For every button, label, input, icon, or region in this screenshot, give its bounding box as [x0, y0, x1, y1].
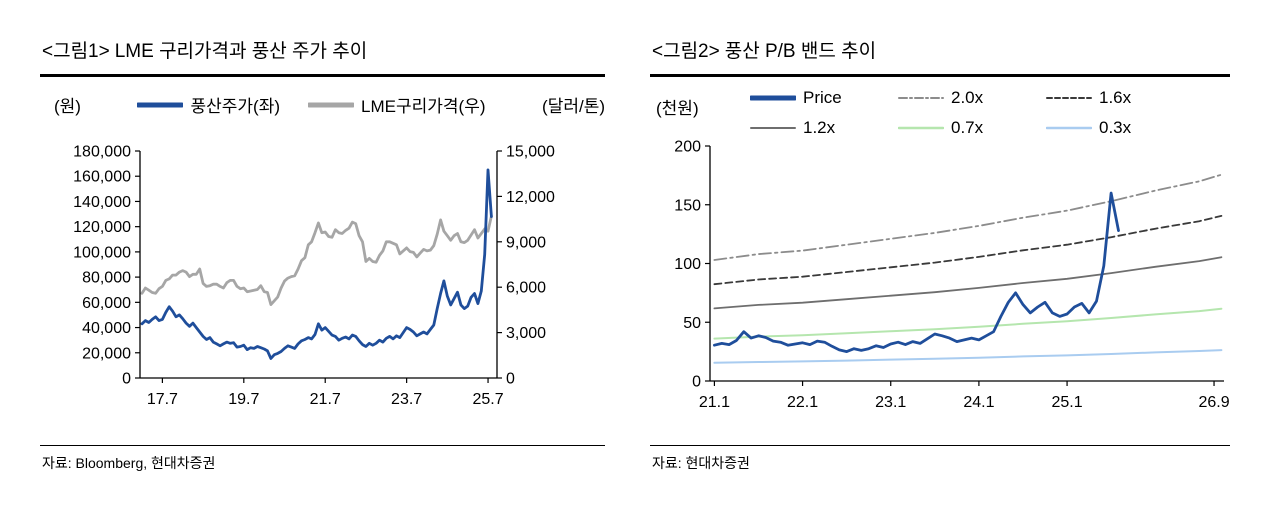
fig1-y-tick-label: 180,000: [73, 144, 131, 161]
fig2-legend-sample-band-1-6x: [1046, 97, 1092, 99]
fig1-y2-tick-label: 6,000: [506, 280, 546, 297]
fig2-x-tick-label: 25.1: [1051, 394, 1082, 411]
fig1-y-tick-label: 120,000: [73, 219, 131, 236]
fig1-legend-label-lme-copper: LME구리가격(우): [361, 97, 486, 116]
fig1-y-tick-label: 100,000: [73, 244, 131, 261]
fig2-x-tick-label: 23.1: [875, 394, 906, 411]
fig1-y2-tick-label: 0: [506, 371, 515, 388]
fig2-series-band-1-2x: [713, 256, 1223, 310]
figure1-chart-canvas: 0 20,000 40,000 60,000 80,000 100,000 120,000 1…: [73, 144, 555, 409]
fig2-x-tick-label: 24.1: [963, 394, 994, 411]
fig1-y2-tick-label: 12,000: [506, 189, 555, 206]
fig1-series-lme-copper: [140, 214, 493, 307]
fig2-series-price: [713, 191, 1120, 354]
figure2-title-text: 풍산 P/B 밴드 추이: [724, 41, 877, 62]
fig2-legend-item-band-1-2x: 1.2x: [750, 118, 898, 138]
figure2-chart-canvas: 0 50 100 150 200 21.1 22.1 23.1 24.1 25.1 26.9: [674, 139, 1229, 412]
fig2-legend-label-price: Price: [803, 88, 842, 107]
fig2-legend-sample-band-1-2x: [750, 127, 796, 129]
fig2-x-tick-label: 21.1: [699, 394, 730, 411]
figure1-title: <그림1> LME 구리가격과 풍산 주가 추이: [40, 30, 605, 77]
fig2-y-tick-label: 50: [683, 315, 701, 332]
fig2-legend-label-band-2-0x: 2.0x: [951, 88, 984, 107]
fig1-series-poongsan-price: [140, 168, 493, 360]
fig1-legend-item-lme-copper: LME구리가격(우): [308, 92, 486, 117]
fig2-legend-item-price: Price: [750, 88, 898, 108]
fig2-legend-label-band-0-7x: 0.7x: [951, 118, 984, 137]
figure2-panel: <그림2> 풍산 P/B 밴드 추이 (천원) Price 2.0x 1.6x 1.2x…: [650, 30, 1230, 500]
fig1-y2-tick-label: 15,000: [506, 144, 555, 161]
fig2-y-tick-label: 0: [692, 374, 701, 391]
fig1-x-tick-label: 25.7: [472, 391, 503, 408]
fig2-legend-sample-band-2-0x: [898, 97, 944, 99]
figure1-panel: <그림1> LME 구리가격과 풍산 주가 추이 (원) 풍산주가(좌) LME구리…: [40, 30, 605, 500]
fig1-y-tick-label: 40,000: [82, 320, 131, 337]
fig2-legend-sample-price: [750, 95, 796, 101]
fig1-legend-item-poongsan-price: 풍산주가(좌): [137, 92, 280, 117]
fig2-y-tick-label: 150: [674, 197, 701, 214]
figure1-tag: <그림1>: [42, 41, 110, 62]
figure1-left-axis-unit: (원): [54, 97, 81, 116]
fig2-legend-sample-band-0-3x: [1046, 126, 1092, 130]
figure1-title-text: LME 구리가격과 풍산 주가 추이: [114, 41, 368, 62]
fig1-y-tick-label: 60,000: [82, 295, 131, 312]
figure1-legend-items: 풍산주가(좌) LME구리가격(우): [81, 92, 542, 117]
fig2-series-band-0-3x: [713, 349, 1223, 364]
figure1-right-axis-unit: (달러/톤): [542, 97, 605, 116]
fig1-legend-sample-poongsan-price: [137, 102, 184, 107]
fig1-y-tick-label: 160,000: [73, 169, 131, 186]
fig2-x-tick-label: 22.1: [787, 394, 818, 411]
fig1-x-tick-label: 19.7: [228, 391, 259, 408]
fig2-legend-label-band-1-2x: 1.2x: [803, 118, 836, 137]
figure1-source: 자료: Bloomberg, 현대차증권: [40, 445, 605, 473]
fig1-y-tick-label: 140,000: [73, 194, 131, 211]
fig1-legend-label-poongsan-price: 풍산주가(좌): [190, 97, 281, 116]
fig2-legend-sample-band-0-7x: [898, 126, 944, 130]
fig1-y-tick-label: 20,000: [82, 345, 131, 362]
fig2-y-tick-label: 200: [674, 139, 701, 156]
fig1-y-tick-label: 0: [122, 371, 131, 388]
figure2-tag: <그림2>: [652, 41, 720, 62]
fig1-x-tick-label: 17.7: [147, 391, 178, 408]
fig2-legend-item-band-0-3x: 0.3x: [1046, 118, 1194, 138]
fig2-series-band-2-0x: [713, 173, 1223, 261]
figure2-left-axis-unit: (천원): [656, 99, 699, 118]
fig2-legend-label-band-1-6x: 1.6x: [1099, 88, 1132, 107]
fig1-y-tick-label: 80,000: [82, 270, 131, 287]
fig2-legend-label-band-0-3x: 0.3x: [1099, 118, 1132, 137]
figure2-title: <그림2> 풍산 P/B 밴드 추이: [650, 30, 1230, 77]
fig1-x-tick-label: 21.7: [310, 391, 341, 408]
fig2-series-band-0-7x: [713, 307, 1223, 340]
figure1-legend: (원) 풍산주가(좌) LME구리가격(우) (달러/톤): [40, 92, 605, 117]
figure2-legend-items: Price 2.0x 1.6x 1.2x 0.7x 0.3x: [750, 88, 1194, 138]
fig2-series-band-1-6x: [713, 215, 1223, 286]
fig2-x-tick-label: 26.9: [1198, 394, 1229, 411]
fig1-y2-tick-label: 3,000: [506, 325, 546, 342]
fig1-x-tick-label: 23.7: [391, 391, 422, 408]
fig1-y2-tick-label: 9,000: [506, 234, 546, 251]
fig1-legend-sample-lme-copper: [308, 102, 355, 107]
figure2-source: 자료: 현대차증권: [650, 445, 1230, 473]
fig2-legend-item-band-1-6x: 1.6x: [1046, 88, 1194, 108]
fig2-legend-item-band-2-0x: 2.0x: [898, 88, 1046, 108]
fig2-legend-item-band-0-7x: 0.7x: [898, 118, 1046, 138]
fig2-y-tick-label: 100: [674, 256, 701, 273]
